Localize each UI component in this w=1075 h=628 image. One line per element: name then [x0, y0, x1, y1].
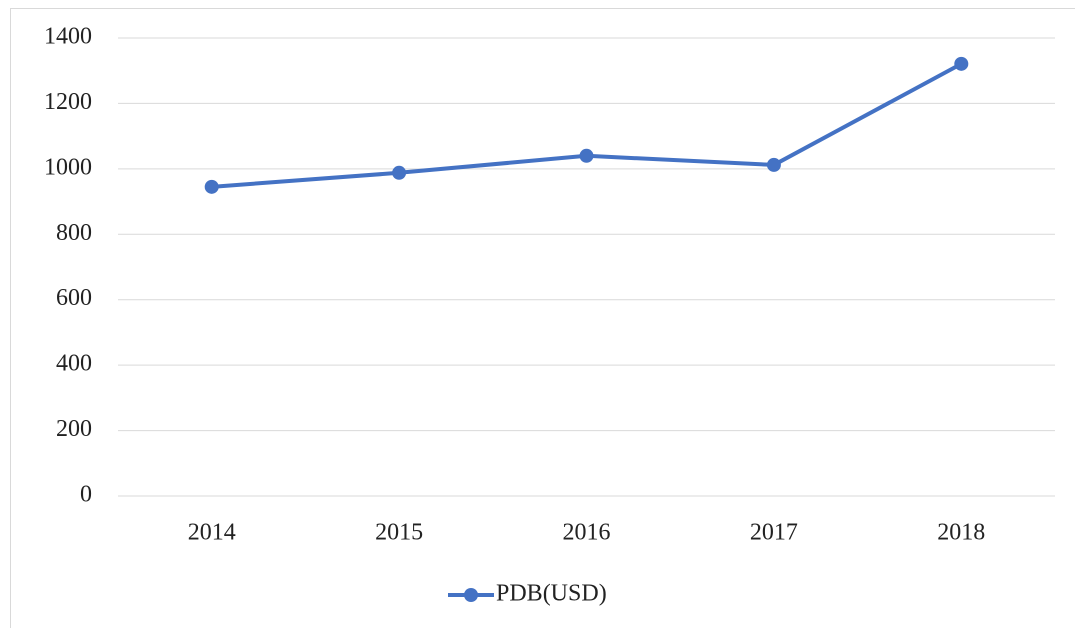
- data-point: [204, 179, 219, 194]
- data-point: [579, 148, 594, 163]
- x-tick-label: 2014: [188, 520, 236, 546]
- x-tick-label: 2016: [563, 520, 611, 546]
- y-tick-label: 1200: [44, 89, 92, 115]
- data-point: [954, 56, 969, 71]
- legend-label: PDB(USD): [496, 581, 607, 607]
- x-tick-label: 2018: [937, 520, 985, 546]
- y-tick-label: 1400: [44, 24, 92, 50]
- y-tick-label: 0: [80, 482, 92, 508]
- y-tick-label: 800: [56, 220, 92, 246]
- chart-frame: [10, 8, 1075, 628]
- x-tick-label: 2017: [750, 520, 798, 546]
- y-tick-label: 1000: [44, 154, 92, 180]
- y-tick-label: 600: [56, 285, 92, 311]
- data-point: [392, 165, 407, 180]
- data-point: [766, 157, 781, 172]
- x-tick-label: 2015: [375, 520, 423, 546]
- y-tick-label: 200: [56, 416, 92, 442]
- y-tick-label: 400: [56, 351, 92, 377]
- legend-marker: [464, 588, 478, 602]
